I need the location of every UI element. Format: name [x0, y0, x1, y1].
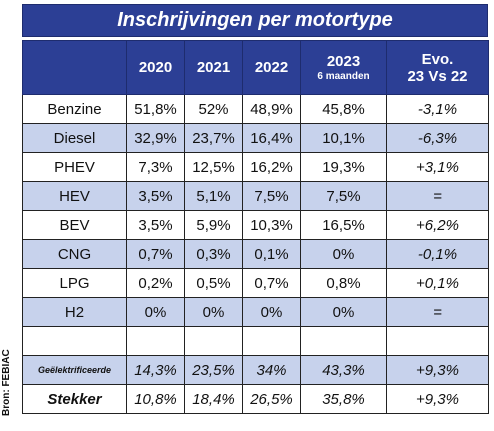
table-row: Diesel 32,9% 23,7% 16,4% 10,1% -6,3% — [22, 123, 489, 153]
table-title: Inschrijvingen per motortype — [22, 4, 488, 37]
table-row: H2 0% 0% 0% 0% = — [22, 297, 489, 327]
table-container: Inschrijvingen per motortype 2020 2021 2… — [22, 4, 489, 414]
registrations-table: 2020 2021 2022 2023 6 maanden Evo. 23 Vs… — [22, 40, 489, 414]
header-2021: 2021 — [184, 40, 243, 95]
row-label: BEV — [22, 210, 127, 240]
cell-2022: 26,5% — [242, 384, 301, 414]
header-evo-line1: Evo. — [421, 50, 454, 68]
cell-evo: = — [386, 181, 489, 211]
row-label: LPG — [22, 268, 127, 298]
table-row: Benzine 51,8% 52% 48,9% 45,8% -3,1% — [22, 94, 489, 124]
cell-evo: +0,1% — [386, 268, 489, 298]
cell-2022: 0% — [242, 297, 301, 327]
cell-2022: 10,3% — [242, 210, 301, 240]
cell-2020: 10,8% — [126, 384, 185, 414]
row-label: HEV — [22, 181, 127, 211]
cell-2023: 35,8% — [300, 384, 387, 414]
cell-evo: -0,1% — [386, 239, 489, 269]
empty-cell — [386, 326, 489, 356]
empty-cell — [300, 326, 387, 356]
table-row: LPG 0,2% 0,5% 0,7% 0,8% +0,1% — [22, 268, 489, 298]
cell-evo: +3,1% — [386, 152, 489, 182]
cell-evo: +9,3% — [386, 384, 489, 414]
cell-2023: 0% — [300, 297, 387, 327]
header-blank-cell — [22, 40, 127, 95]
cell-2021: 5,9% — [184, 210, 243, 240]
table-row: BEV 3,5% 5,9% 10,3% 16,5% +6,2% — [22, 210, 489, 240]
cell-2020: 3,5% — [126, 210, 185, 240]
row-label: H2 — [22, 297, 127, 327]
empty-row — [22, 326, 489, 356]
cell-2023: 0% — [300, 239, 387, 269]
cell-2022: 16,2% — [242, 152, 301, 182]
cell-2020: 32,9% — [126, 123, 185, 153]
cell-2022: 34% — [242, 355, 301, 385]
cell-2020: 7,3% — [126, 152, 185, 182]
plugin-row: Stekker 10,8% 18,4% 26,5% 35,8% +9,3% — [22, 384, 489, 414]
header-evo: Evo. 23 Vs 22 — [386, 40, 489, 95]
cell-evo: -3,1% — [386, 94, 489, 124]
electrified-row: Geëlektrificeerde 14,3% 23,5% 34% 43,3% … — [22, 355, 489, 385]
row-label: Stekker — [22, 384, 127, 414]
cell-2022: 7,5% — [242, 181, 301, 211]
cell-2022: 0,7% — [242, 268, 301, 298]
cell-evo: -6,3% — [386, 123, 489, 153]
header-2023-subtitle: 6 maanden — [317, 71, 370, 82]
cell-2021: 23,7% — [184, 123, 243, 153]
empty-cell — [22, 326, 127, 356]
header-2022: 2022 — [242, 40, 301, 95]
cell-2020: 3,5% — [126, 181, 185, 211]
header-2023-year: 2023 — [326, 53, 361, 70]
cell-2023: 10,1% — [300, 123, 387, 153]
cell-2023: 7,5% — [300, 181, 387, 211]
row-label: Benzine — [22, 94, 127, 124]
header-evo-line2: 23 Vs 22 — [407, 67, 468, 85]
cell-2022: 48,9% — [242, 94, 301, 124]
cell-evo: = — [386, 297, 489, 327]
cell-2021: 23,5% — [184, 355, 243, 385]
cell-2021: 0% — [184, 297, 243, 327]
cell-2020: 0% — [126, 297, 185, 327]
empty-cell — [184, 326, 243, 356]
row-label: Diesel — [22, 123, 127, 153]
table-row: HEV 3,5% 5,1% 7,5% 7,5% = — [22, 181, 489, 211]
cell-2023: 0,8% — [300, 268, 387, 298]
row-label: CNG — [22, 239, 127, 269]
cell-evo: +6,2% — [386, 210, 489, 240]
empty-cell — [126, 326, 185, 356]
header-2020: 2020 — [126, 40, 185, 95]
cell-2021: 0,5% — [184, 268, 243, 298]
cell-2022: 0,1% — [242, 239, 301, 269]
header-2023: 2023 6 maanden — [300, 40, 387, 95]
cell-2020: 0,7% — [126, 239, 185, 269]
cell-2020: 14,3% — [126, 355, 185, 385]
cell-2023: 16,5% — [300, 210, 387, 240]
cell-2021: 52% — [184, 94, 243, 124]
table-row: CNG 0,7% 0,3% 0,1% 0% -0,1% — [22, 239, 489, 269]
cell-2021: 0,3% — [184, 239, 243, 269]
source-label: Bron: FEBIAC — [1, 349, 12, 416]
cell-evo: +9,3% — [386, 355, 489, 385]
cell-2023: 45,8% — [300, 94, 387, 124]
cell-2023: 19,3% — [300, 152, 387, 182]
table-row: PHEV 7,3% 12,5% 16,2% 19,3% +3,1% — [22, 152, 489, 182]
header-row: 2020 2021 2022 2023 6 maanden Evo. 23 Vs… — [22, 40, 489, 95]
cell-2021: 5,1% — [184, 181, 243, 211]
cell-2021: 18,4% — [184, 384, 243, 414]
cell-2022: 16,4% — [242, 123, 301, 153]
cell-2023: 43,3% — [300, 355, 387, 385]
cell-2021: 12,5% — [184, 152, 243, 182]
row-label: PHEV — [22, 152, 127, 182]
empty-cell — [242, 326, 301, 356]
cell-2020: 51,8% — [126, 94, 185, 124]
row-label: Geëlektrificeerde — [22, 355, 127, 385]
cell-2020: 0,2% — [126, 268, 185, 298]
